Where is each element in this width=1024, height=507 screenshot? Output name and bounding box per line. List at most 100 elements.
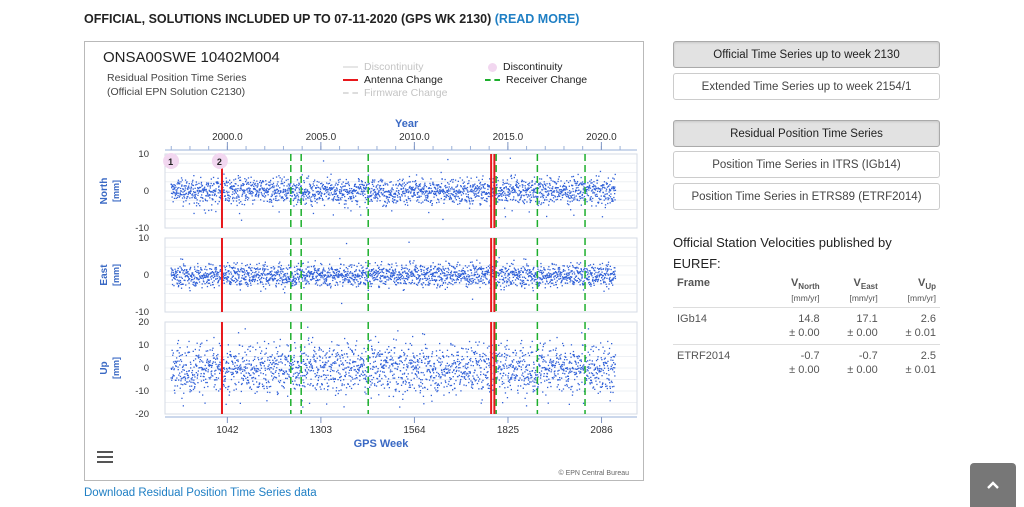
data-point — [520, 270, 522, 272]
data-point — [486, 192, 488, 195]
data-point — [239, 176, 241, 178]
data-point — [298, 278, 300, 280]
data-point — [248, 187, 250, 189]
data-point — [247, 274, 249, 276]
data-point — [385, 195, 387, 197]
data-point — [347, 190, 349, 192]
data-point — [300, 196, 303, 198]
legend-label: Discontinuity — [503, 61, 563, 73]
data-point — [500, 194, 502, 196]
legend-antenna-change[interactable]: Antenna Change — [343, 74, 443, 86]
data-point — [202, 191, 204, 193]
data-point — [386, 279, 388, 281]
data-point — [379, 185, 381, 187]
data-point — [251, 279, 254, 281]
data-point — [199, 200, 201, 202]
data-point — [586, 192, 588, 194]
data-point — [282, 288, 284, 290]
data-point — [569, 180, 571, 182]
data-point — [295, 195, 297, 198]
data-point — [442, 282, 444, 284]
data-point — [191, 377, 193, 379]
data-point — [548, 276, 550, 278]
data-point — [379, 179, 381, 182]
data-point — [287, 188, 289, 190]
data-point — [253, 199, 256, 201]
legend-discontinuity-muted[interactable]: Discontinuity — [343, 61, 424, 73]
legend-discontinuity[interactable]: Discontinuity — [488, 61, 563, 73]
data-point — [277, 271, 280, 273]
data-point — [299, 269, 302, 271]
data-point — [317, 279, 319, 282]
data-point — [262, 272, 264, 274]
data-point — [559, 271, 562, 273]
data-point — [595, 271, 597, 274]
data-point — [476, 176, 478, 178]
data-point — [172, 361, 175, 363]
data-point — [298, 187, 300, 189]
data-point — [347, 268, 349, 270]
data-point — [514, 189, 516, 192]
data-point — [185, 193, 187, 195]
data-point — [508, 190, 511, 192]
time-series-chart: ONSA00SWE 10402M004 Residual Position Ti… — [84, 41, 644, 481]
data-point — [206, 358, 209, 360]
data-point — [319, 279, 321, 281]
data-point — [400, 268, 403, 271]
data-point — [561, 279, 563, 282]
data-point — [249, 276, 251, 279]
data-point — [412, 189, 415, 191]
data-point — [280, 180, 283, 182]
legend-firmware-change[interactable]: Firmware Change — [343, 87, 447, 99]
data-point — [577, 272, 579, 274]
data-point — [233, 266, 235, 268]
data-point — [250, 270, 253, 272]
read-more-link[interactable]: (READ MORE) — [494, 12, 580, 26]
data-point — [533, 274, 536, 276]
legend-receiver-change[interactable]: Receiver Change — [485, 74, 587, 86]
data-point — [308, 183, 311, 185]
data-point — [489, 193, 491, 195]
data-point — [429, 184, 432, 186]
data-point — [244, 272, 246, 274]
data-point — [411, 281, 413, 283]
data-point — [522, 189, 524, 191]
data-point — [206, 361, 208, 364]
data-point — [234, 277, 236, 279]
data-point — [482, 279, 484, 281]
data-point — [592, 263, 595, 265]
data-point — [418, 183, 420, 186]
data-point — [540, 183, 542, 185]
data-point — [315, 280, 317, 282]
data-point — [234, 362, 236, 364]
data-point — [455, 271, 457, 273]
data-point — [455, 279, 457, 281]
data-point — [432, 262, 434, 264]
data-point — [398, 271, 401, 273]
data-point — [496, 284, 498, 286]
data-point — [527, 187, 529, 189]
data-point — [416, 196, 418, 198]
data-point — [225, 362, 227, 364]
data-point — [232, 267, 234, 269]
data-point — [296, 268, 299, 270]
data-point — [333, 191, 335, 193]
data-point — [238, 367, 240, 369]
data-point — [414, 188, 416, 190]
data-point — [279, 177, 281, 179]
data-point — [576, 190, 578, 192]
data-point — [191, 197, 193, 199]
data-point — [291, 274, 293, 276]
data-point — [590, 182, 592, 184]
data-point — [339, 281, 341, 283]
data-point — [399, 197, 401, 199]
data-point — [296, 186, 298, 189]
data-point — [457, 279, 459, 281]
data-point — [612, 187, 615, 189]
data-point — [229, 283, 231, 285]
data-point — [216, 275, 218, 278]
data-point — [452, 194, 454, 196]
data-point — [241, 195, 243, 197]
data-point — [194, 187, 196, 189]
data-point — [595, 175, 597, 177]
